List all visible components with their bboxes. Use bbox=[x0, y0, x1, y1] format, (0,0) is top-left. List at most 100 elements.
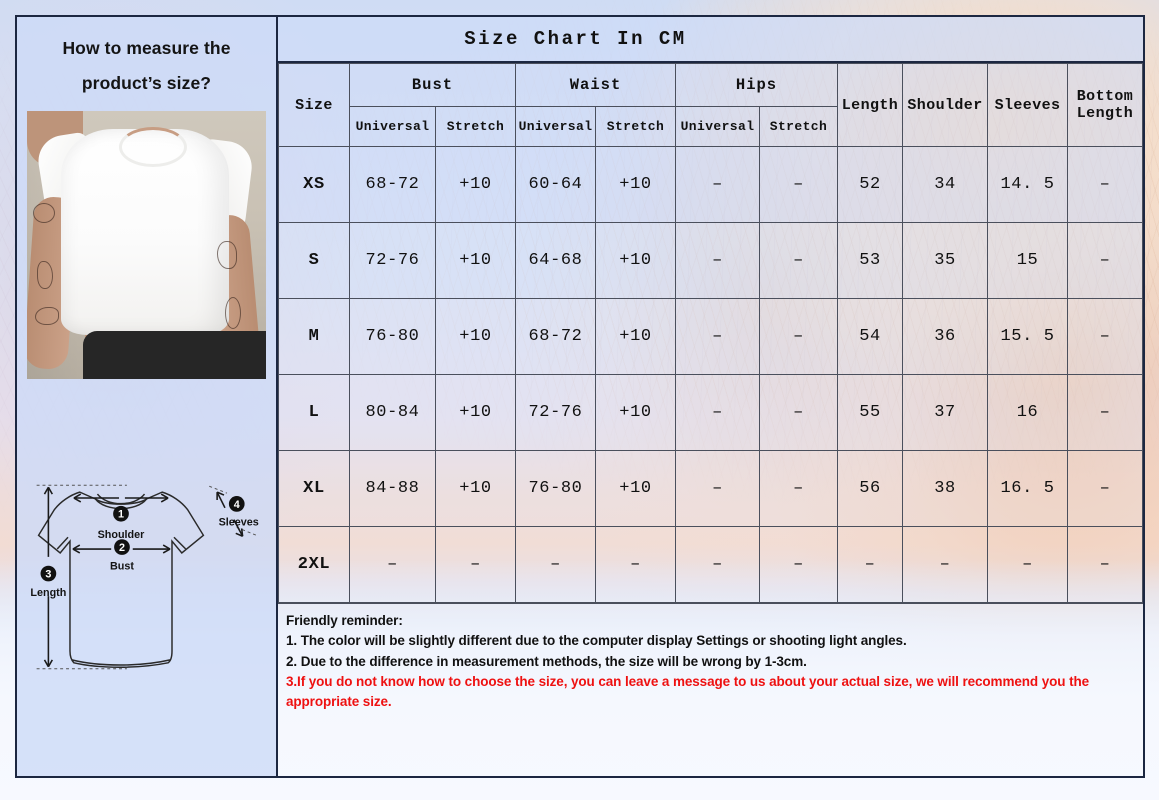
tshirt-diagram-svg: 1 Shoulder 2 Bust bbox=[30, 484, 259, 670]
cell-hips-stretch: – bbox=[759, 526, 838, 603]
callout-4-number: 4 bbox=[234, 499, 240, 511]
table-row: XL 84-88 +10 76-80 +10 – – 56 38 16. 5 – bbox=[277, 450, 1143, 527]
callout-4-label: Sleeves bbox=[219, 516, 259, 528]
cell-length: – bbox=[837, 526, 903, 603]
col-header-size: Size bbox=[277, 63, 350, 147]
table-row: S 72-76 +10 64-68 +10 – – 53 35 15 – bbox=[277, 222, 1143, 299]
cell-sleeves: 16 bbox=[987, 374, 1068, 451]
table-row: 2XL – – – – – – – – – – bbox=[277, 526, 1143, 603]
bust-measure-arrow bbox=[72, 544, 171, 554]
cell-bust-stretch: +10 bbox=[434, 374, 516, 451]
cell-bust-stretch: – bbox=[434, 526, 516, 603]
cell-length: 56 bbox=[837, 450, 903, 527]
tattoo-mark bbox=[35, 307, 59, 325]
reminder-line-1: 1. The color will be slightly different … bbox=[285, 633, 907, 649]
how-to-measure-title: How to measure the product’s size? bbox=[17, 17, 276, 107]
length-measure-arrow bbox=[36, 484, 127, 670]
col-header-hips: Hips bbox=[675, 63, 838, 107]
callout-3-badge bbox=[40, 565, 57, 582]
cell-waist-stretch: +10 bbox=[594, 146, 677, 223]
tattoo-mark bbox=[217, 241, 237, 269]
cell-sleeves: 14. 5 bbox=[987, 146, 1068, 223]
how-to-measure-panel: How to measure the product’s size? bbox=[17, 17, 278, 776]
row-size-label: 2XL bbox=[277, 526, 350, 603]
cell-waist-stretch: – bbox=[594, 526, 677, 603]
model-black-pants bbox=[83, 331, 266, 379]
sleeves-measure-arrow bbox=[209, 485, 257, 538]
cell-waist-stretch: +10 bbox=[594, 298, 677, 375]
tattoo-mark bbox=[225, 297, 241, 329]
cell-length: 55 bbox=[837, 374, 903, 451]
subheader-bust-universal: Universal bbox=[348, 106, 436, 147]
cell-bust-universal: 80-84 bbox=[348, 374, 436, 451]
row-size-label: XS bbox=[277, 146, 350, 223]
cell-bottom-length: – bbox=[1067, 374, 1143, 451]
table-row: M 76-80 +10 68-72 +10 – – 54 36 15. 5 – bbox=[277, 298, 1143, 375]
cell-length: 52 bbox=[837, 146, 903, 223]
cell-bottom-length: – bbox=[1067, 298, 1143, 375]
reminder-heading: Friendly reminder: bbox=[285, 613, 403, 628]
callout-2-label: Bust bbox=[110, 561, 134, 573]
model-photo-image bbox=[27, 111, 266, 379]
cell-bust-universal: 72-76 bbox=[348, 222, 436, 299]
callout-1-number: 1 bbox=[118, 509, 124, 521]
how-to-measure-title-line2: product’s size? bbox=[81, 73, 212, 93]
col-header-shoulder: Shoulder bbox=[902, 63, 988, 147]
cell-bust-universal: 68-72 bbox=[348, 146, 436, 223]
cell-shoulder: 35 bbox=[902, 222, 988, 299]
table-row: XS 68-72 +10 60-64 +10 – – 52 34 14. 5 – bbox=[277, 146, 1143, 223]
callout-4-badge bbox=[228, 496, 245, 512]
col-header-waist: Waist bbox=[514, 63, 677, 107]
cell-waist-stretch: +10 bbox=[594, 374, 677, 451]
cell-bust-stretch: +10 bbox=[434, 450, 516, 527]
cell-hips-universal: – bbox=[675, 450, 760, 527]
cell-waist-universal: 76-80 bbox=[514, 450, 596, 527]
friendly-reminder-box: Friendly reminder: 1. The color will be … bbox=[277, 603, 1143, 776]
tshirt-outline-icon bbox=[37, 491, 205, 668]
cell-hips-universal: – bbox=[675, 374, 760, 451]
col-header-bottom-length: Bottom Length bbox=[1067, 63, 1143, 147]
cell-length: 54 bbox=[837, 298, 903, 375]
header-sub-row: Universal Stretch Universal Stretch Univ… bbox=[278, 106, 1142, 147]
cell-hips-stretch: – bbox=[759, 146, 838, 223]
cell-bottom-length: – bbox=[1067, 450, 1143, 527]
header-group-row: Size Bust Waist Hips Length Shoulder Sle… bbox=[277, 63, 1143, 147]
cell-hips-universal: – bbox=[675, 298, 760, 375]
reminder-line-2: 2. Due to the difference in measurement … bbox=[285, 653, 807, 669]
cell-sleeves: 15 bbox=[987, 222, 1068, 299]
cell-bust-stretch: +10 bbox=[434, 146, 516, 223]
table-row: L 80-84 +10 72-76 +10 – – 55 37 16 – bbox=[277, 374, 1143, 451]
size-chart-body: XS 68-72 +10 60-64 +10 – – 52 34 14. 5 –… bbox=[277, 146, 1143, 603]
cell-bust-stretch: +10 bbox=[434, 298, 516, 375]
cell-shoulder: 36 bbox=[902, 298, 988, 375]
col-header-length: Length bbox=[837, 63, 903, 147]
subheader-hips-universal: Universal bbox=[675, 106, 760, 147]
cell-sleeves: – bbox=[987, 526, 1068, 603]
cell-bottom-length: – bbox=[1067, 222, 1143, 299]
row-size-label: S bbox=[277, 222, 350, 299]
cell-shoulder: 38 bbox=[902, 450, 988, 527]
callout-3-number: 3 bbox=[45, 568, 51, 580]
cell-length: 53 bbox=[837, 222, 903, 299]
subheader-waist-universal: Universal bbox=[514, 106, 596, 147]
cell-shoulder: 34 bbox=[902, 146, 988, 223]
row-size-label: L bbox=[277, 374, 350, 451]
size-chart-title-row: Size Chart In CM bbox=[277, 17, 1143, 63]
how-to-measure-title-line1: How to measure the bbox=[62, 38, 231, 58]
cell-waist-universal: 68-72 bbox=[514, 298, 596, 375]
cell-hips-universal: – bbox=[675, 146, 760, 223]
cell-bust-universal: 76-80 bbox=[348, 298, 436, 375]
row-size-label: M bbox=[277, 298, 350, 375]
model-photo bbox=[27, 111, 266, 379]
cell-waist-universal: 60-64 bbox=[514, 146, 596, 223]
cell-sleeves: 16. 5 bbox=[987, 450, 1068, 527]
cell-waist-universal: 64-68 bbox=[514, 222, 596, 299]
col-header-bust: Bust bbox=[348, 63, 516, 107]
callout-3-label: Length bbox=[30, 587, 66, 599]
col-header-sleeves: Sleeves bbox=[987, 63, 1068, 147]
cell-hips-stretch: – bbox=[759, 450, 838, 527]
callout-1-badge bbox=[113, 505, 129, 522]
subheader-bust-stretch: Stretch bbox=[434, 106, 516, 147]
cell-bust-stretch: +10 bbox=[434, 222, 516, 299]
cell-bust-universal: – bbox=[348, 526, 436, 603]
